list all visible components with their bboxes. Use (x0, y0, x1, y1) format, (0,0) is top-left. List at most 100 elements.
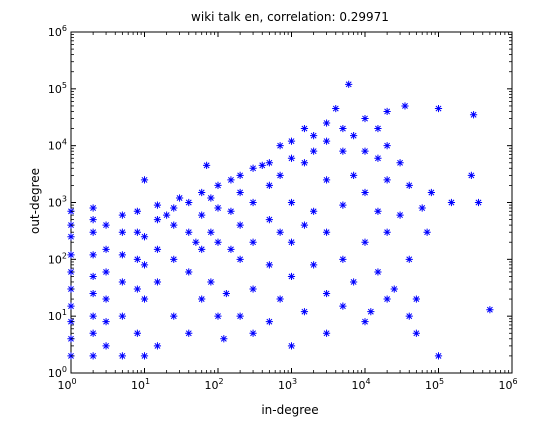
data-point (214, 181, 222, 189)
data-point (185, 268, 193, 276)
data-point (300, 124, 309, 133)
data-point (118, 251, 126, 259)
data-point (412, 295, 420, 303)
data-point (361, 114, 369, 123)
data-point (310, 132, 318, 140)
data-point (350, 278, 358, 286)
data-point (405, 181, 413, 189)
data-point (153, 201, 162, 209)
data-point (214, 204, 222, 212)
data-point (140, 233, 149, 241)
data-point (339, 124, 347, 133)
data-point (207, 278, 215, 286)
data-point (102, 245, 110, 253)
data-point (287, 272, 296, 281)
data-point (396, 159, 404, 167)
data-point (287, 238, 296, 246)
data-point (383, 176, 391, 184)
data-point (310, 207, 318, 215)
y-tick-label: 101 (48, 308, 67, 323)
data-point (214, 238, 222, 246)
data-point (198, 211, 206, 219)
data-point (405, 255, 413, 263)
data-point (140, 176, 149, 184)
data-point (153, 245, 162, 253)
data-point (236, 255, 244, 263)
data-point (405, 312, 413, 320)
x-tick-label: 104 (351, 377, 370, 392)
x-axis-ticks: 100 101 102 103 104 105 106 (57, 32, 518, 392)
data-point (300, 308, 309, 316)
data-point (175, 194, 184, 202)
data-point (89, 228, 97, 236)
data-point (276, 295, 284, 303)
data-point (374, 207, 382, 215)
data-point (133, 228, 141, 236)
data-point (249, 285, 257, 293)
data-point (222, 289, 230, 298)
data-point (227, 245, 235, 253)
data-point (67, 251, 75, 259)
data-point (102, 221, 110, 229)
data-point (236, 188, 244, 197)
y-tick-label: 105 (48, 81, 67, 96)
data-point (185, 329, 193, 337)
data-point (339, 302, 347, 310)
data-point (185, 198, 193, 207)
x-tick-label: 100 (57, 377, 76, 392)
data-point (374, 268, 382, 276)
data-point (447, 198, 456, 207)
data-point (265, 261, 273, 269)
y-tick-label: 103 (48, 195, 67, 210)
y-axis-label: out-degree (28, 168, 42, 234)
data-point (276, 228, 284, 236)
data-point (249, 329, 257, 337)
data-point (153, 342, 162, 350)
data-point (427, 188, 435, 197)
data-point (383, 295, 391, 303)
data-point (401, 102, 409, 110)
data-point (118, 278, 126, 286)
data-point (322, 119, 331, 127)
data-point (474, 198, 483, 207)
data-point (367, 308, 375, 316)
data-point (118, 312, 126, 320)
data-point (322, 329, 331, 337)
data-point (249, 238, 257, 246)
data-point (140, 261, 149, 269)
data-point (89, 216, 97, 224)
data-point (227, 176, 235, 184)
y-tick-label: 106 (48, 24, 67, 39)
data-point (396, 211, 404, 219)
data-point (227, 207, 235, 215)
data-point (67, 302, 75, 310)
data-point (310, 261, 318, 269)
data-point (133, 255, 141, 263)
data-point (361, 188, 369, 197)
data-point (383, 228, 391, 236)
data-point (374, 124, 382, 133)
data-point (287, 154, 296, 162)
data-point (300, 221, 309, 229)
data-point (361, 318, 369, 326)
data-point (469, 111, 478, 119)
data-point (170, 204, 178, 212)
x-tick-label: 105 (425, 377, 444, 392)
data-point (361, 238, 369, 246)
y-tick-label: 104 (48, 138, 67, 153)
data-point (339, 255, 347, 263)
data-point (198, 188, 206, 197)
x-tick-label: 103 (278, 377, 297, 392)
data-point (220, 335, 228, 343)
data-point (170, 221, 178, 229)
data-point (249, 198, 257, 207)
data-point (198, 245, 206, 253)
data-point (133, 207, 141, 215)
data-point (322, 289, 331, 298)
data-point (89, 329, 97, 337)
data-point (265, 216, 273, 224)
data-point (153, 278, 162, 286)
data-point (374, 154, 382, 162)
data-points (67, 80, 494, 360)
